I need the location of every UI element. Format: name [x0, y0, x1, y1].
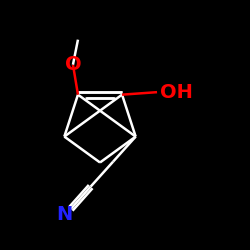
- Text: OH: OH: [160, 83, 192, 102]
- Text: O: O: [65, 55, 81, 74]
- Text: N: N: [56, 204, 72, 224]
